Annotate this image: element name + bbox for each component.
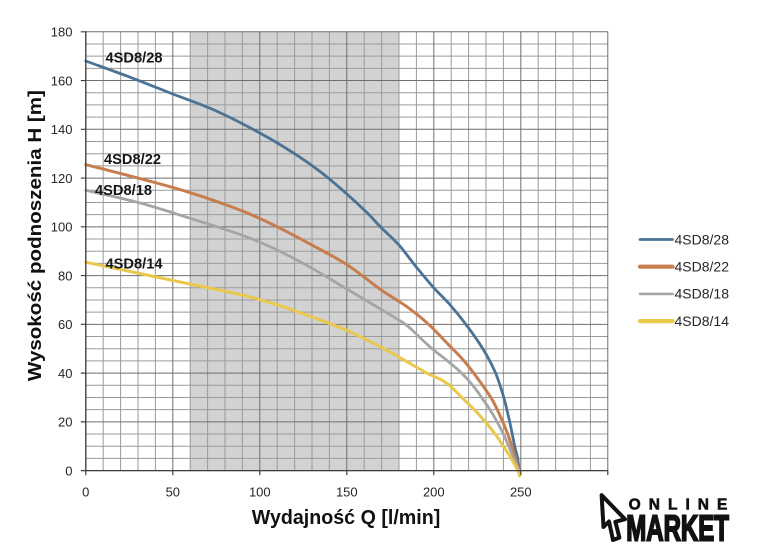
svg-text:0: 0 <box>82 485 89 500</box>
svg-text:4SD8/28: 4SD8/28 <box>106 50 163 67</box>
svg-text:4SD8/18: 4SD8/18 <box>95 182 152 199</box>
svg-text:60: 60 <box>58 317 72 332</box>
svg-text:150: 150 <box>336 485 358 500</box>
svg-text:4SD8/22: 4SD8/22 <box>104 151 161 168</box>
svg-text:4SD8/28: 4SD8/28 <box>675 231 730 247</box>
svg-text:Wysokość podnoszenia H [m]: Wysokość podnoszenia H [m] <box>25 90 45 381</box>
svg-text:4SD8/14: 4SD8/14 <box>675 313 730 329</box>
svg-text:140: 140 <box>51 122 73 137</box>
svg-text:250: 250 <box>510 485 532 500</box>
svg-text:4SD8/18: 4SD8/18 <box>675 286 730 302</box>
svg-text:100: 100 <box>51 220 73 235</box>
svg-text:200: 200 <box>423 485 445 500</box>
svg-text:180: 180 <box>51 25 73 40</box>
svg-text:50: 50 <box>166 485 180 500</box>
svg-text:Wydajność Q [l/min]: Wydajność Q [l/min] <box>252 507 441 529</box>
svg-text:160: 160 <box>51 73 73 88</box>
svg-text:120: 120 <box>51 171 73 186</box>
svg-text:80: 80 <box>58 268 72 283</box>
svg-text:100: 100 <box>249 485 271 500</box>
svg-text:40: 40 <box>58 366 72 381</box>
svg-text:4SD8/14: 4SD8/14 <box>106 256 164 273</box>
svg-text:20: 20 <box>58 415 72 430</box>
svg-text:4SD8/22: 4SD8/22 <box>675 259 730 275</box>
svg-text:MARKET: MARKET <box>626 508 729 549</box>
svg-text:0: 0 <box>65 463 72 478</box>
